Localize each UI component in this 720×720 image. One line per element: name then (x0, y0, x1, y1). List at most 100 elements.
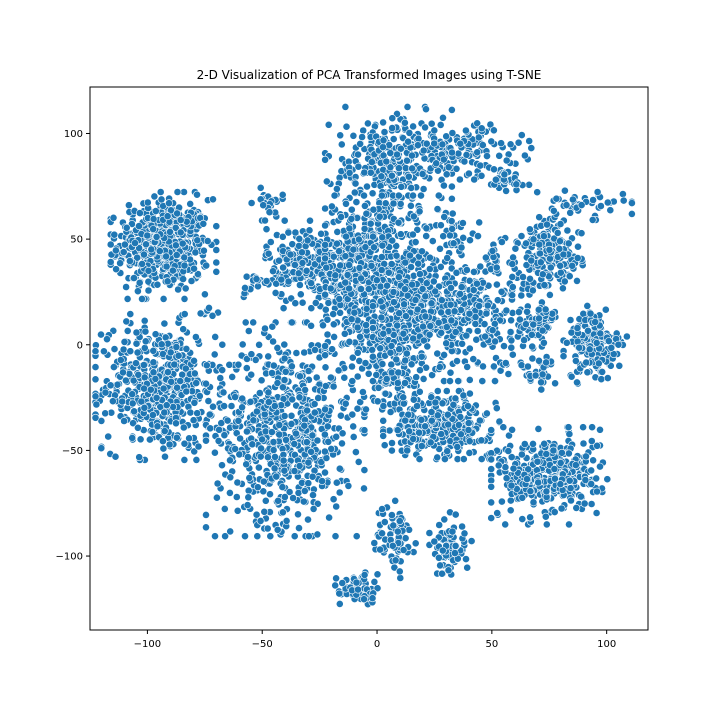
scatter-point (340, 329, 349, 338)
scatter-point (447, 283, 455, 292)
scatter-point (136, 435, 145, 444)
scatter-point (360, 224, 369, 233)
scatter-point (518, 450, 526, 459)
scatter-point (310, 400, 319, 408)
scatter-point (573, 276, 581, 285)
scatter-point (507, 316, 515, 325)
scatter-point (409, 334, 418, 343)
scatter-point (290, 467, 299, 475)
scatter-point (474, 133, 483, 142)
scatter-point (556, 220, 565, 228)
scatter-point (415, 428, 423, 437)
scatter-point (180, 310, 189, 318)
scatter-point (377, 172, 386, 181)
scatter-point (132, 339, 141, 348)
scatter-point (280, 216, 289, 225)
scatter-point (294, 269, 303, 278)
scatter-point (296, 290, 305, 299)
scatter-point (434, 191, 443, 200)
scatter-point (535, 213, 544, 222)
scatter-point (502, 156, 511, 165)
scatter-point (176, 377, 185, 385)
scatter-point (280, 376, 289, 384)
scatter-point (506, 140, 515, 149)
scatter-point (409, 122, 417, 131)
scatter-point (225, 488, 234, 497)
scatter-point (341, 399, 350, 408)
scatter-point (335, 247, 343, 256)
scatter-point (106, 258, 115, 266)
scatter-point (409, 212, 418, 221)
scatter-point (242, 460, 251, 469)
scatter-point (508, 425, 516, 434)
scatter-point (541, 305, 550, 314)
scatter-point (368, 302, 377, 310)
scatter-point (508, 272, 517, 281)
scatter-point (534, 305, 543, 314)
scatter-point (218, 461, 226, 470)
scatter-point (193, 270, 202, 278)
scatter-point (303, 406, 311, 415)
scatter-point (220, 402, 228, 410)
scatter-point (362, 321, 370, 329)
scatter-point (202, 523, 210, 532)
scatter-point (187, 277, 196, 285)
scatter-point (248, 440, 257, 449)
scatter-point (603, 374, 612, 382)
scatter-point (349, 432, 358, 441)
scatter-point (345, 337, 354, 346)
scatter-point (540, 232, 548, 241)
scatter-point (348, 377, 357, 385)
scatter-point (257, 376, 266, 385)
scatter-point (310, 408, 319, 417)
scatter-point (411, 296, 420, 304)
scatter-point (504, 447, 513, 455)
scatter-point (190, 369, 199, 378)
scatter-point (412, 373, 421, 382)
scatter-point (349, 131, 358, 140)
scatter-point (190, 356, 198, 365)
scatter-point (472, 335, 481, 344)
scatter-point (448, 129, 457, 137)
scatter-point (514, 138, 523, 147)
scatter-point (552, 194, 561, 203)
scatter-point (377, 266, 386, 274)
scatter-point (465, 448, 474, 457)
scatter-point (354, 235, 363, 244)
scatter-point (199, 219, 208, 228)
scatter-point (582, 358, 591, 367)
scatter-point (623, 332, 631, 341)
scatter-point (251, 355, 260, 364)
scatter-point (508, 350, 517, 359)
scatter-point (125, 257, 134, 265)
scatter-point (572, 356, 580, 365)
scatter-point (336, 308, 344, 317)
scatter-point (369, 232, 377, 241)
scatter-point (546, 290, 554, 299)
scatter-point (492, 280, 501, 289)
scatter-point (321, 351, 329, 360)
scatter-point (329, 382, 338, 391)
scatter-point (507, 336, 516, 345)
scatter-point (287, 318, 296, 327)
scatter-point (502, 306, 511, 315)
scatter-point (490, 165, 498, 174)
scatter-point (430, 139, 439, 148)
scatter-point (380, 128, 389, 136)
scatter-point (307, 321, 315, 330)
scatter-point (470, 175, 479, 184)
scatter-point (518, 493, 527, 502)
scatter-point (401, 285, 409, 294)
scatter-point (512, 180, 521, 189)
scatter-point (173, 188, 182, 196)
scatter-point (443, 254, 452, 262)
scatter-point (506, 506, 515, 515)
scatter-point (329, 495, 338, 504)
scatter-point (402, 349, 411, 358)
scatter-point (472, 279, 481, 288)
scatter-point (538, 326, 547, 335)
scatter-point (427, 299, 436, 308)
scatter-point (202, 261, 211, 270)
scatter-point (151, 374, 160, 383)
scatter-point (427, 119, 436, 128)
